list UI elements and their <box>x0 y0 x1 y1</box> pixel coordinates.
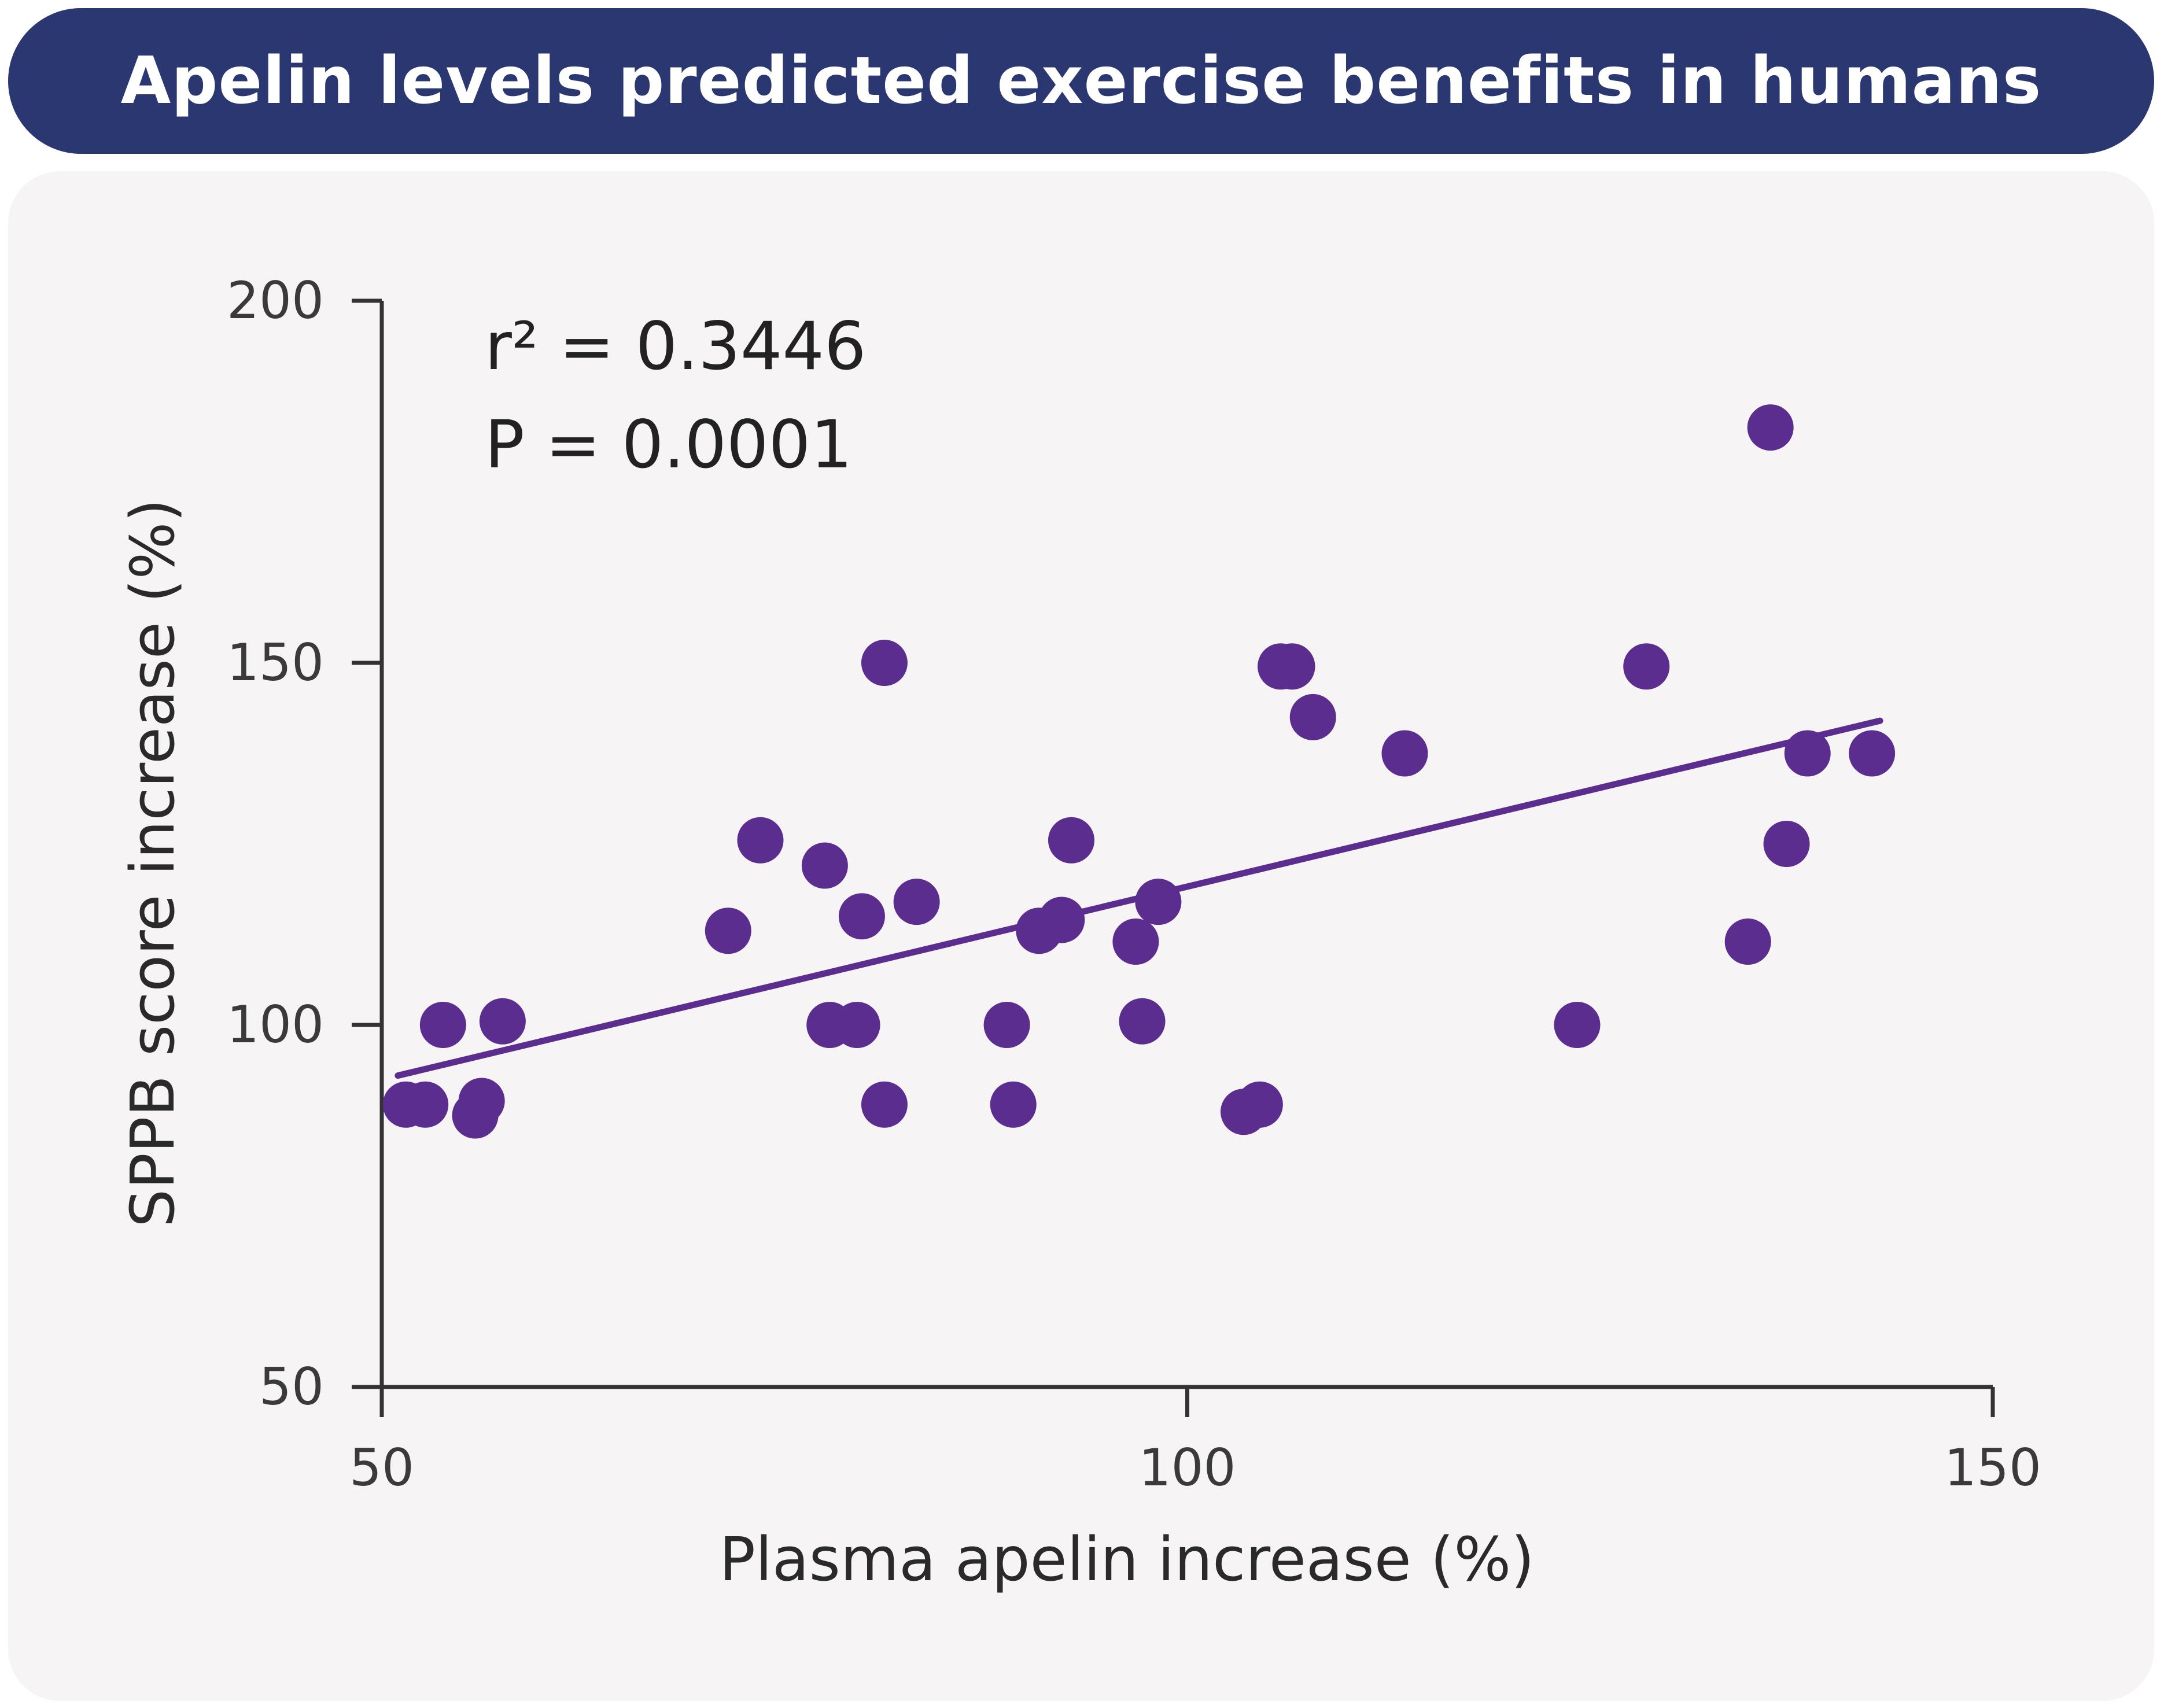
tick-marks <box>352 298 1995 1417</box>
title-banner: Apelin levels predicted exercise benefit… <box>8 8 2154 154</box>
y-tick-label-100: 100 <box>227 995 324 1054</box>
data-point-35 <box>1784 730 1831 777</box>
data-point-12 <box>838 893 885 940</box>
data-point-36 <box>1849 730 1896 777</box>
y-tick-label-200: 200 <box>227 271 324 330</box>
data-point-20 <box>1048 817 1094 864</box>
x-tick-label-100: 100 <box>1139 1438 1236 1497</box>
data-points <box>382 404 1896 1139</box>
data-point-8 <box>737 817 784 864</box>
data-point-28 <box>1289 693 1336 740</box>
y-tick-label-150: 150 <box>227 633 324 692</box>
x-tick-label-50: 50 <box>349 1438 414 1497</box>
data-point-34 <box>1763 821 1810 867</box>
data-point-29 <box>1381 730 1428 777</box>
data-point-16 <box>983 1002 1030 1048</box>
y-tick-label-50: 50 <box>259 1357 324 1416</box>
data-point-6 <box>479 998 526 1045</box>
data-point-30 <box>1554 1002 1601 1048</box>
data-point-31 <box>1623 643 1670 690</box>
data-point-9 <box>801 842 848 889</box>
x-tick-label-150: 150 <box>1944 1438 2041 1497</box>
data-point-15 <box>893 879 940 925</box>
data-point-14 <box>861 1081 908 1128</box>
data-point-32 <box>1724 918 1771 965</box>
chart-title: Apelin levels predicted exercise benefit… <box>120 43 2042 119</box>
data-point-22 <box>1119 998 1166 1045</box>
data-point-21 <box>1112 918 1159 965</box>
chart-panel <box>8 171 2154 1701</box>
data-point-2 <box>402 1081 449 1128</box>
y-axis-label: SPPB score increase (%) <box>117 499 188 1227</box>
data-point-13 <box>861 640 908 686</box>
data-point-17 <box>990 1081 1037 1128</box>
chart-labels: r² = 0.3446 P = 0.0001 Plasma apelin inc… <box>117 271 2041 1595</box>
r-squared-annotation: r² = 0.3446 <box>485 308 866 385</box>
x-axis-label: Plasma apelin increase (%) <box>719 1524 1534 1595</box>
data-point-27 <box>1269 643 1315 690</box>
data-point-19 <box>1038 897 1085 943</box>
p-value-annotation: P = 0.0001 <box>485 406 853 483</box>
data-point-5 <box>458 1078 505 1124</box>
data-point-33 <box>1747 404 1794 451</box>
data-point-3 <box>419 1002 466 1048</box>
data-point-11 <box>834 1002 880 1048</box>
data-point-7 <box>705 908 751 954</box>
data-point-23 <box>1135 879 1182 925</box>
data-point-25 <box>1236 1081 1283 1128</box>
